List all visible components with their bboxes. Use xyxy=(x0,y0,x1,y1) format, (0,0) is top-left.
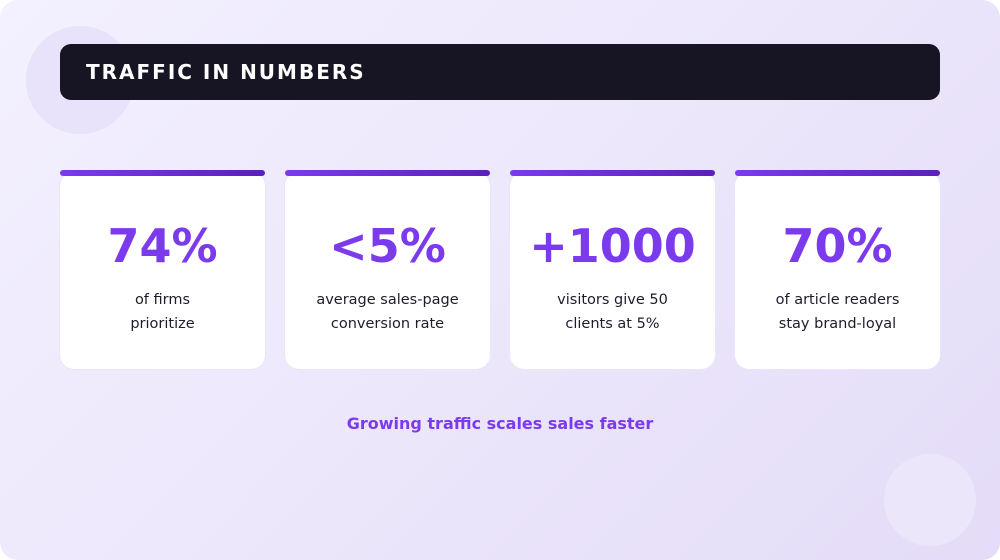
stat-label: visitors give 50 clients at 5% xyxy=(520,288,705,336)
stat-card-firms: 74% of firms prioritize xyxy=(60,170,265,370)
stat-label: of article readers stay brand-loyal xyxy=(745,288,930,336)
decorative-circle-bottom-right xyxy=(884,454,976,546)
stat-value: 74% xyxy=(107,219,218,273)
stat-card-body xyxy=(735,172,940,369)
stat-card-accent-bar xyxy=(60,170,265,176)
stat-cards: 74% of firms prioritize <5% average sale… xyxy=(60,170,940,370)
stat-card-accent-bar xyxy=(735,170,940,176)
stat-card-body xyxy=(60,172,265,369)
stat-card-conversion: <5% average sales-page conversion rate xyxy=(285,170,490,370)
title-bar: TRAFFIC IN NUMBERS xyxy=(60,44,940,100)
stat-label-line: clients at 5% xyxy=(565,316,660,332)
stat-label-line: visitors give 50 xyxy=(557,292,668,308)
stat-card-accent-bar xyxy=(285,170,490,176)
stat-card-visitors: +1000 visitors give 50 clients at 5% xyxy=(510,170,715,370)
stat-value: <5% xyxy=(329,219,446,273)
stat-card-readers: 70% of article readers stay brand-loyal xyxy=(735,170,940,370)
stat-value: 70% xyxy=(782,219,893,273)
stat-card-body xyxy=(285,172,490,369)
stat-label-line: average sales-page xyxy=(316,292,459,308)
footer-tagline: Growing traffic scales sales faster xyxy=(346,414,654,433)
stat-label-line: stay brand-loyal xyxy=(778,316,897,332)
stat-label: of firms prioritize xyxy=(70,288,255,336)
stat-value: +1000 xyxy=(529,219,696,273)
stat-label: average sales-page conversion rate xyxy=(295,288,480,336)
page-title: TRAFFIC IN NUMBERS xyxy=(86,60,366,84)
stat-label-line: prioritize xyxy=(130,316,195,332)
stat-label-line: of article readers xyxy=(775,292,900,308)
stat-label-line: conversion rate xyxy=(330,316,445,332)
stat-label-line: of firms xyxy=(134,292,191,308)
stat-card-accent-bar xyxy=(510,170,715,176)
stat-card-body xyxy=(510,172,715,369)
